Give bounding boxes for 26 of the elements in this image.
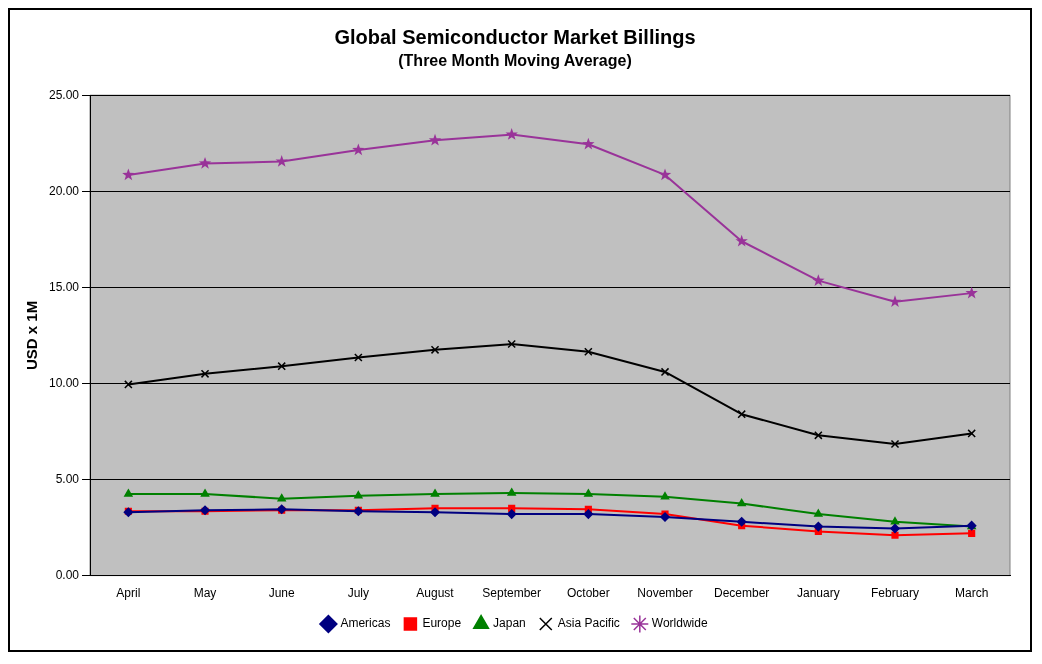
x-tick-label: June bbox=[268, 586, 296, 601]
x-tick-label: February bbox=[870, 586, 920, 601]
x-tick-label: December bbox=[714, 586, 770, 601]
y-tick-label: 5.00 bbox=[55, 471, 80, 486]
y-tick-label: 15.00 bbox=[49, 279, 80, 294]
y-tick-label: 0.00 bbox=[55, 567, 80, 582]
chart-subtitle: (Three Month Moving Average) bbox=[398, 52, 632, 70]
x-tick-label: November bbox=[637, 586, 693, 601]
y-tick-label: 25.00 bbox=[49, 87, 80, 102]
x-tick-label: July bbox=[347, 586, 370, 601]
x-tick-label: October bbox=[567, 586, 610, 601]
legend-label: Asia Pacific bbox=[557, 616, 620, 631]
x-tick-label: September bbox=[482, 586, 542, 601]
chart-title: Global Semiconductor Market Billings bbox=[334, 25, 696, 48]
x-tick-label: August bbox=[416, 586, 455, 601]
legend-label: Europe bbox=[422, 616, 462, 631]
legend-label: Americas bbox=[340, 616, 391, 631]
legend-label: Japan bbox=[493, 616, 526, 631]
x-tick-label: March bbox=[955, 586, 989, 601]
x-tick-label: January bbox=[796, 586, 840, 601]
x-tick-label: April bbox=[116, 586, 141, 601]
y-axis-title: USD x 1M bbox=[23, 300, 41, 370]
x-tick-label: May bbox=[193, 586, 217, 601]
legend-label: Worldwide bbox=[651, 616, 708, 631]
y-tick-label: 20.00 bbox=[49, 183, 80, 198]
y-tick-label: 10.00 bbox=[49, 375, 80, 390]
